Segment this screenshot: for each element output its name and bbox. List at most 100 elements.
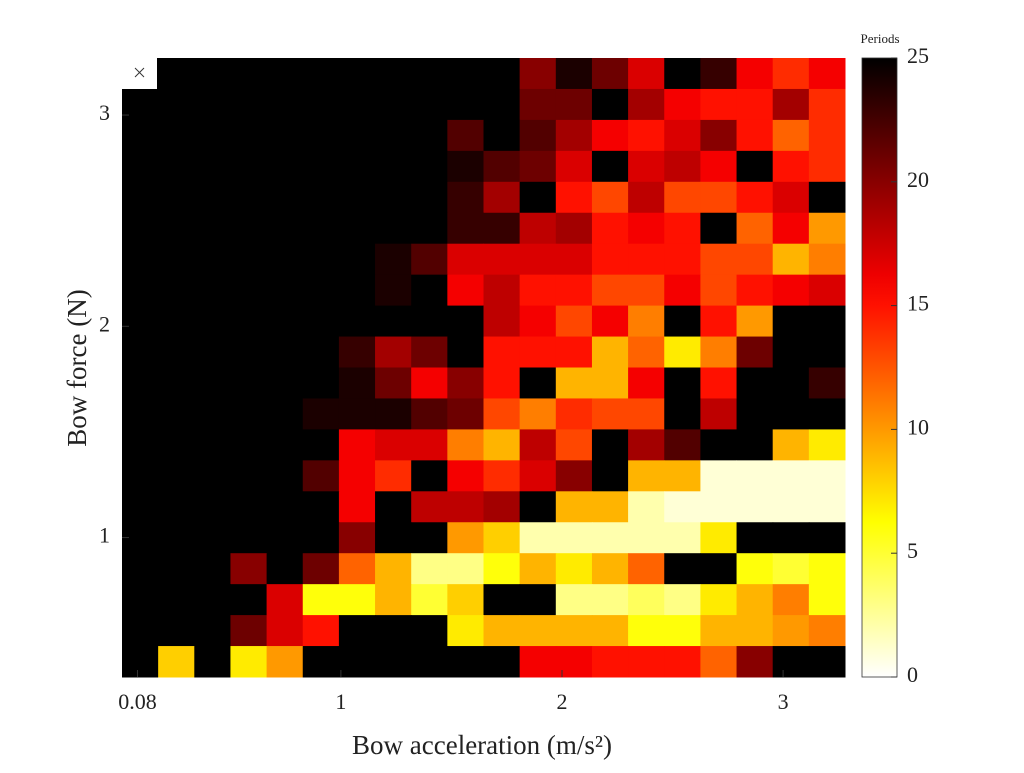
heatmap-cell bbox=[447, 58, 484, 90]
heatmap-cell bbox=[122, 584, 159, 616]
heatmap-cell bbox=[519, 274, 557, 307]
heatmap-cell bbox=[266, 243, 304, 276]
heatmap-cell bbox=[194, 305, 231, 338]
heatmap-cell bbox=[772, 646, 810, 678]
heatmap-cell bbox=[375, 615, 412, 647]
heatmap-cell bbox=[447, 522, 484, 554]
heatmap-cell bbox=[447, 398, 484, 430]
heatmap-cell bbox=[483, 553, 521, 585]
heatmap-cell bbox=[338, 491, 376, 523]
heatmap-cell bbox=[555, 491, 593, 523]
heatmap-cell bbox=[158, 429, 195, 461]
heatmap-cell bbox=[519, 615, 557, 647]
colorbar bbox=[861, 57, 898, 678]
heatmap-cell bbox=[338, 615, 376, 647]
heatmap-cell bbox=[736, 367, 774, 399]
heatmap-cell bbox=[700, 491, 738, 523]
heatmap-cell bbox=[591, 336, 629, 368]
heatmap-cell bbox=[447, 243, 484, 276]
heatmap-cell bbox=[122, 305, 159, 338]
heatmap-cell bbox=[519, 646, 557, 678]
colorbar-tick-label: 5 bbox=[907, 538, 918, 563]
heatmap-cell bbox=[483, 274, 521, 307]
heatmap-cell bbox=[158, 305, 195, 338]
heatmap-cell bbox=[158, 553, 195, 585]
heatmap-cell bbox=[700, 88, 738, 121]
heatmap-cell bbox=[375, 274, 412, 307]
heatmap-cell bbox=[375, 460, 412, 492]
heatmap-cell bbox=[808, 274, 846, 307]
heatmap-cell bbox=[628, 429, 665, 461]
heatmap-cell bbox=[447, 181, 484, 214]
heatmap-cell bbox=[519, 491, 557, 523]
heatmap-cell bbox=[338, 181, 376, 214]
heatmap-cell bbox=[194, 181, 231, 214]
heatmap-cell bbox=[302, 243, 340, 276]
heatmap-cell bbox=[375, 88, 412, 121]
heatmap-cell bbox=[664, 553, 701, 585]
heatmap-cell bbox=[411, 398, 448, 430]
heatmap-cell bbox=[772, 243, 810, 276]
heatmap-cell bbox=[302, 553, 340, 585]
heatmap-cell bbox=[483, 522, 521, 554]
heatmap-cell bbox=[628, 491, 665, 523]
heatmap-cell bbox=[375, 522, 412, 554]
heatmap-cell bbox=[158, 398, 195, 430]
heatmap-cell bbox=[700, 553, 738, 585]
heatmap-cell bbox=[411, 150, 448, 183]
heatmap-cell bbox=[772, 491, 810, 523]
y-axis-label: Bow force (N) bbox=[62, 289, 92, 446]
heatmap-cell bbox=[591, 88, 629, 121]
heatmap-cell bbox=[519, 522, 557, 554]
heatmap-cell bbox=[411, 460, 448, 492]
heatmap-cell bbox=[447, 429, 484, 461]
heatmap-cell bbox=[375, 553, 412, 585]
heatmap-cell bbox=[230, 584, 268, 616]
heatmap-cell bbox=[736, 553, 774, 585]
heatmap-cell bbox=[266, 119, 304, 152]
heatmap-cell bbox=[591, 119, 629, 152]
heatmap-cell bbox=[122, 181, 159, 214]
heatmap-cell bbox=[628, 305, 665, 338]
heatmap-cell bbox=[519, 181, 557, 214]
heatmap-cell bbox=[411, 646, 448, 678]
heatmap-cell bbox=[736, 58, 774, 90]
heatmap-cell bbox=[411, 367, 448, 399]
heatmap-cell bbox=[736, 243, 774, 276]
heatmap-cell bbox=[808, 150, 846, 183]
heatmap-cell bbox=[664, 305, 701, 338]
heatmap-cell bbox=[591, 181, 629, 214]
heatmap-cell bbox=[483, 460, 521, 492]
heatmap-cell bbox=[664, 367, 701, 399]
y-tick-label: 1 bbox=[99, 523, 110, 548]
heatmap-cell bbox=[736, 88, 774, 121]
heatmap-cell bbox=[555, 88, 593, 121]
heatmap-cell bbox=[628, 150, 665, 183]
heatmap-cell bbox=[447, 646, 484, 678]
heatmap-cell bbox=[519, 367, 557, 399]
heatmap-cell bbox=[122, 212, 159, 245]
heatmap-cell bbox=[772, 584, 810, 616]
heatmap-cell bbox=[700, 429, 738, 461]
heatmap-cell bbox=[483, 584, 521, 616]
heatmap-cell bbox=[338, 58, 376, 90]
heatmap-cell bbox=[591, 274, 629, 307]
heatmap-cell bbox=[194, 646, 231, 678]
heatmap-cell bbox=[302, 305, 340, 338]
heatmap-cell bbox=[700, 212, 738, 245]
heatmap-cell bbox=[591, 367, 629, 399]
heatmap-cell bbox=[302, 336, 340, 368]
heatmap-cell bbox=[519, 212, 557, 245]
heatmap-cell bbox=[158, 336, 195, 368]
heatmap-cell bbox=[158, 367, 195, 399]
heatmap-cell bbox=[808, 429, 846, 461]
heatmap-cell bbox=[736, 646, 774, 678]
heatmap-cell bbox=[772, 429, 810, 461]
heatmap-cell bbox=[122, 646, 159, 678]
colorbar-tick-label: 20 bbox=[907, 167, 929, 192]
heatmap-cell bbox=[158, 615, 195, 647]
heatmap-cell bbox=[411, 429, 448, 461]
heatmap-cell bbox=[338, 367, 376, 399]
heatmap-cell bbox=[194, 212, 231, 245]
heatmap-cell bbox=[519, 429, 557, 461]
